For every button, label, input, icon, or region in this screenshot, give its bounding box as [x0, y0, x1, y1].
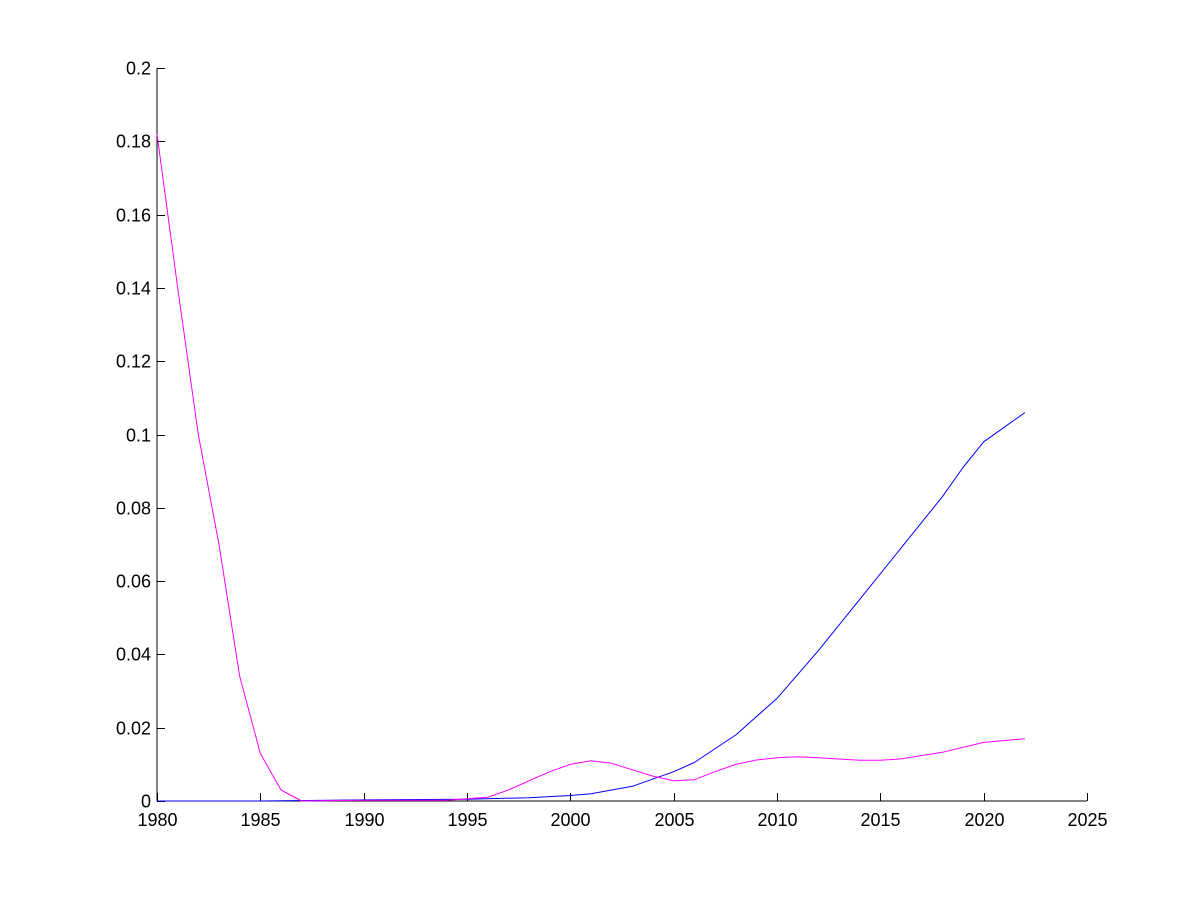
x-tick-label: 2000: [550, 810, 590, 830]
x-tick-label: 1995: [447, 810, 487, 830]
y-tick-label: 0.1: [126, 426, 151, 446]
x-tick-label: 2025: [1067, 810, 1107, 830]
y-tick-label: 0.06: [116, 572, 151, 592]
y-tick-label: 0.2: [126, 59, 151, 79]
x-tick-label: 2020: [964, 810, 1004, 830]
series-line-2: [156, 133, 1026, 802]
x-tick-label: 1985: [240, 810, 280, 830]
y-tick-label: 0.18: [116, 132, 151, 152]
y-tick-label: 0.08: [116, 499, 151, 519]
x-tick-label: 1980: [137, 810, 177, 830]
y-tick-label: 0.02: [116, 719, 151, 739]
y-tick-label: 0.16: [116, 206, 151, 226]
y-tick-label: 0.12: [116, 352, 151, 372]
y-tick-label: 0.14: [116, 279, 151, 299]
x-tick-label: 2015: [860, 810, 900, 830]
x-tick-label: 2010: [757, 810, 797, 830]
x-tick-label: 1990: [344, 810, 384, 830]
x-tick-label: 2005: [654, 810, 694, 830]
y-tick-label: 0: [141, 792, 151, 812]
series-line-1: [157, 412, 1026, 802]
y-tick-label: 0.04: [116, 645, 151, 665]
